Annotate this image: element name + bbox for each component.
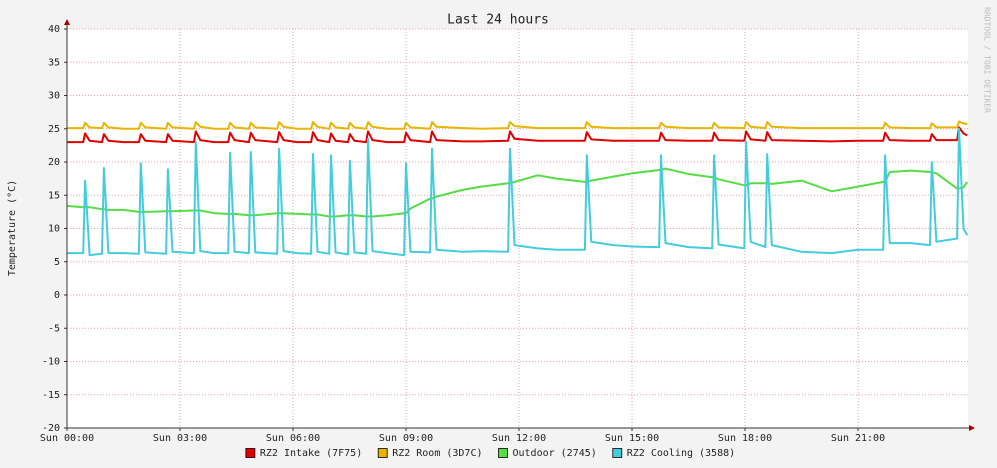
legend-swatch <box>245 448 256 458</box>
x-tick-label: Sun 18:00 <box>718 433 772 444</box>
y-tick-label: 25 <box>48 124 60 135</box>
y-tick-label: 30 <box>48 91 60 102</box>
y-tick-label: -5 <box>48 323 60 334</box>
y-tick-label: 40 <box>48 24 60 35</box>
x-axis-arrow <box>969 425 975 431</box>
y-tick-label: -20 <box>42 423 60 434</box>
legend-swatch <box>377 448 388 458</box>
x-tick-label: Sun 21:00 <box>831 433 885 444</box>
y-axis-label: Temperature (°C) <box>7 180 18 276</box>
legend-label: Outdoor (2745) <box>513 448 597 459</box>
series-line <box>67 120 968 130</box>
y-tick-label: -15 <box>42 390 60 401</box>
x-tick-label: Sun 03:00 <box>153 433 207 444</box>
y-axis-arrow <box>64 19 70 25</box>
watermark: RRDTOOL / TOBI OETIKER <box>983 7 992 113</box>
y-tick-label: 10 <box>48 224 60 235</box>
y-tick-label: -10 <box>42 357 60 368</box>
legend-label: RZ2 Room (3D7C) <box>392 448 482 459</box>
y-tick-label: 35 <box>48 57 60 68</box>
y-tick-label: 0 <box>54 290 60 301</box>
x-tick-label: Sun 09:00 <box>379 433 433 444</box>
series-line <box>67 127 969 257</box>
y-tick-label: 20 <box>48 157 60 168</box>
y-tick-label: 15 <box>48 190 60 201</box>
x-tick-label: Sun 06:00 <box>266 433 320 444</box>
x-tick-label: Sun 12:00 <box>492 433 546 444</box>
legend: RZ2 Intake (7F75) RZ2 Room (3D7C) Outdoor … <box>245 448 735 459</box>
grid <box>64 28 968 431</box>
legend-label: RZ2 Intake (7F75) <box>260 448 362 459</box>
x-tick-label: Sun 00:00 <box>40 433 94 444</box>
x-tick-label: Sun 15:00 <box>605 433 659 444</box>
legend-swatch <box>612 448 623 458</box>
lines <box>66 120 969 257</box>
y-tick-label: 5 <box>54 257 60 268</box>
chart-title: Last 24 hours <box>447 13 549 28</box>
series-line <box>67 126 968 144</box>
legend-swatch <box>498 448 508 458</box>
legend-label: RZ2 Cooling (3588) <box>627 448 735 459</box>
